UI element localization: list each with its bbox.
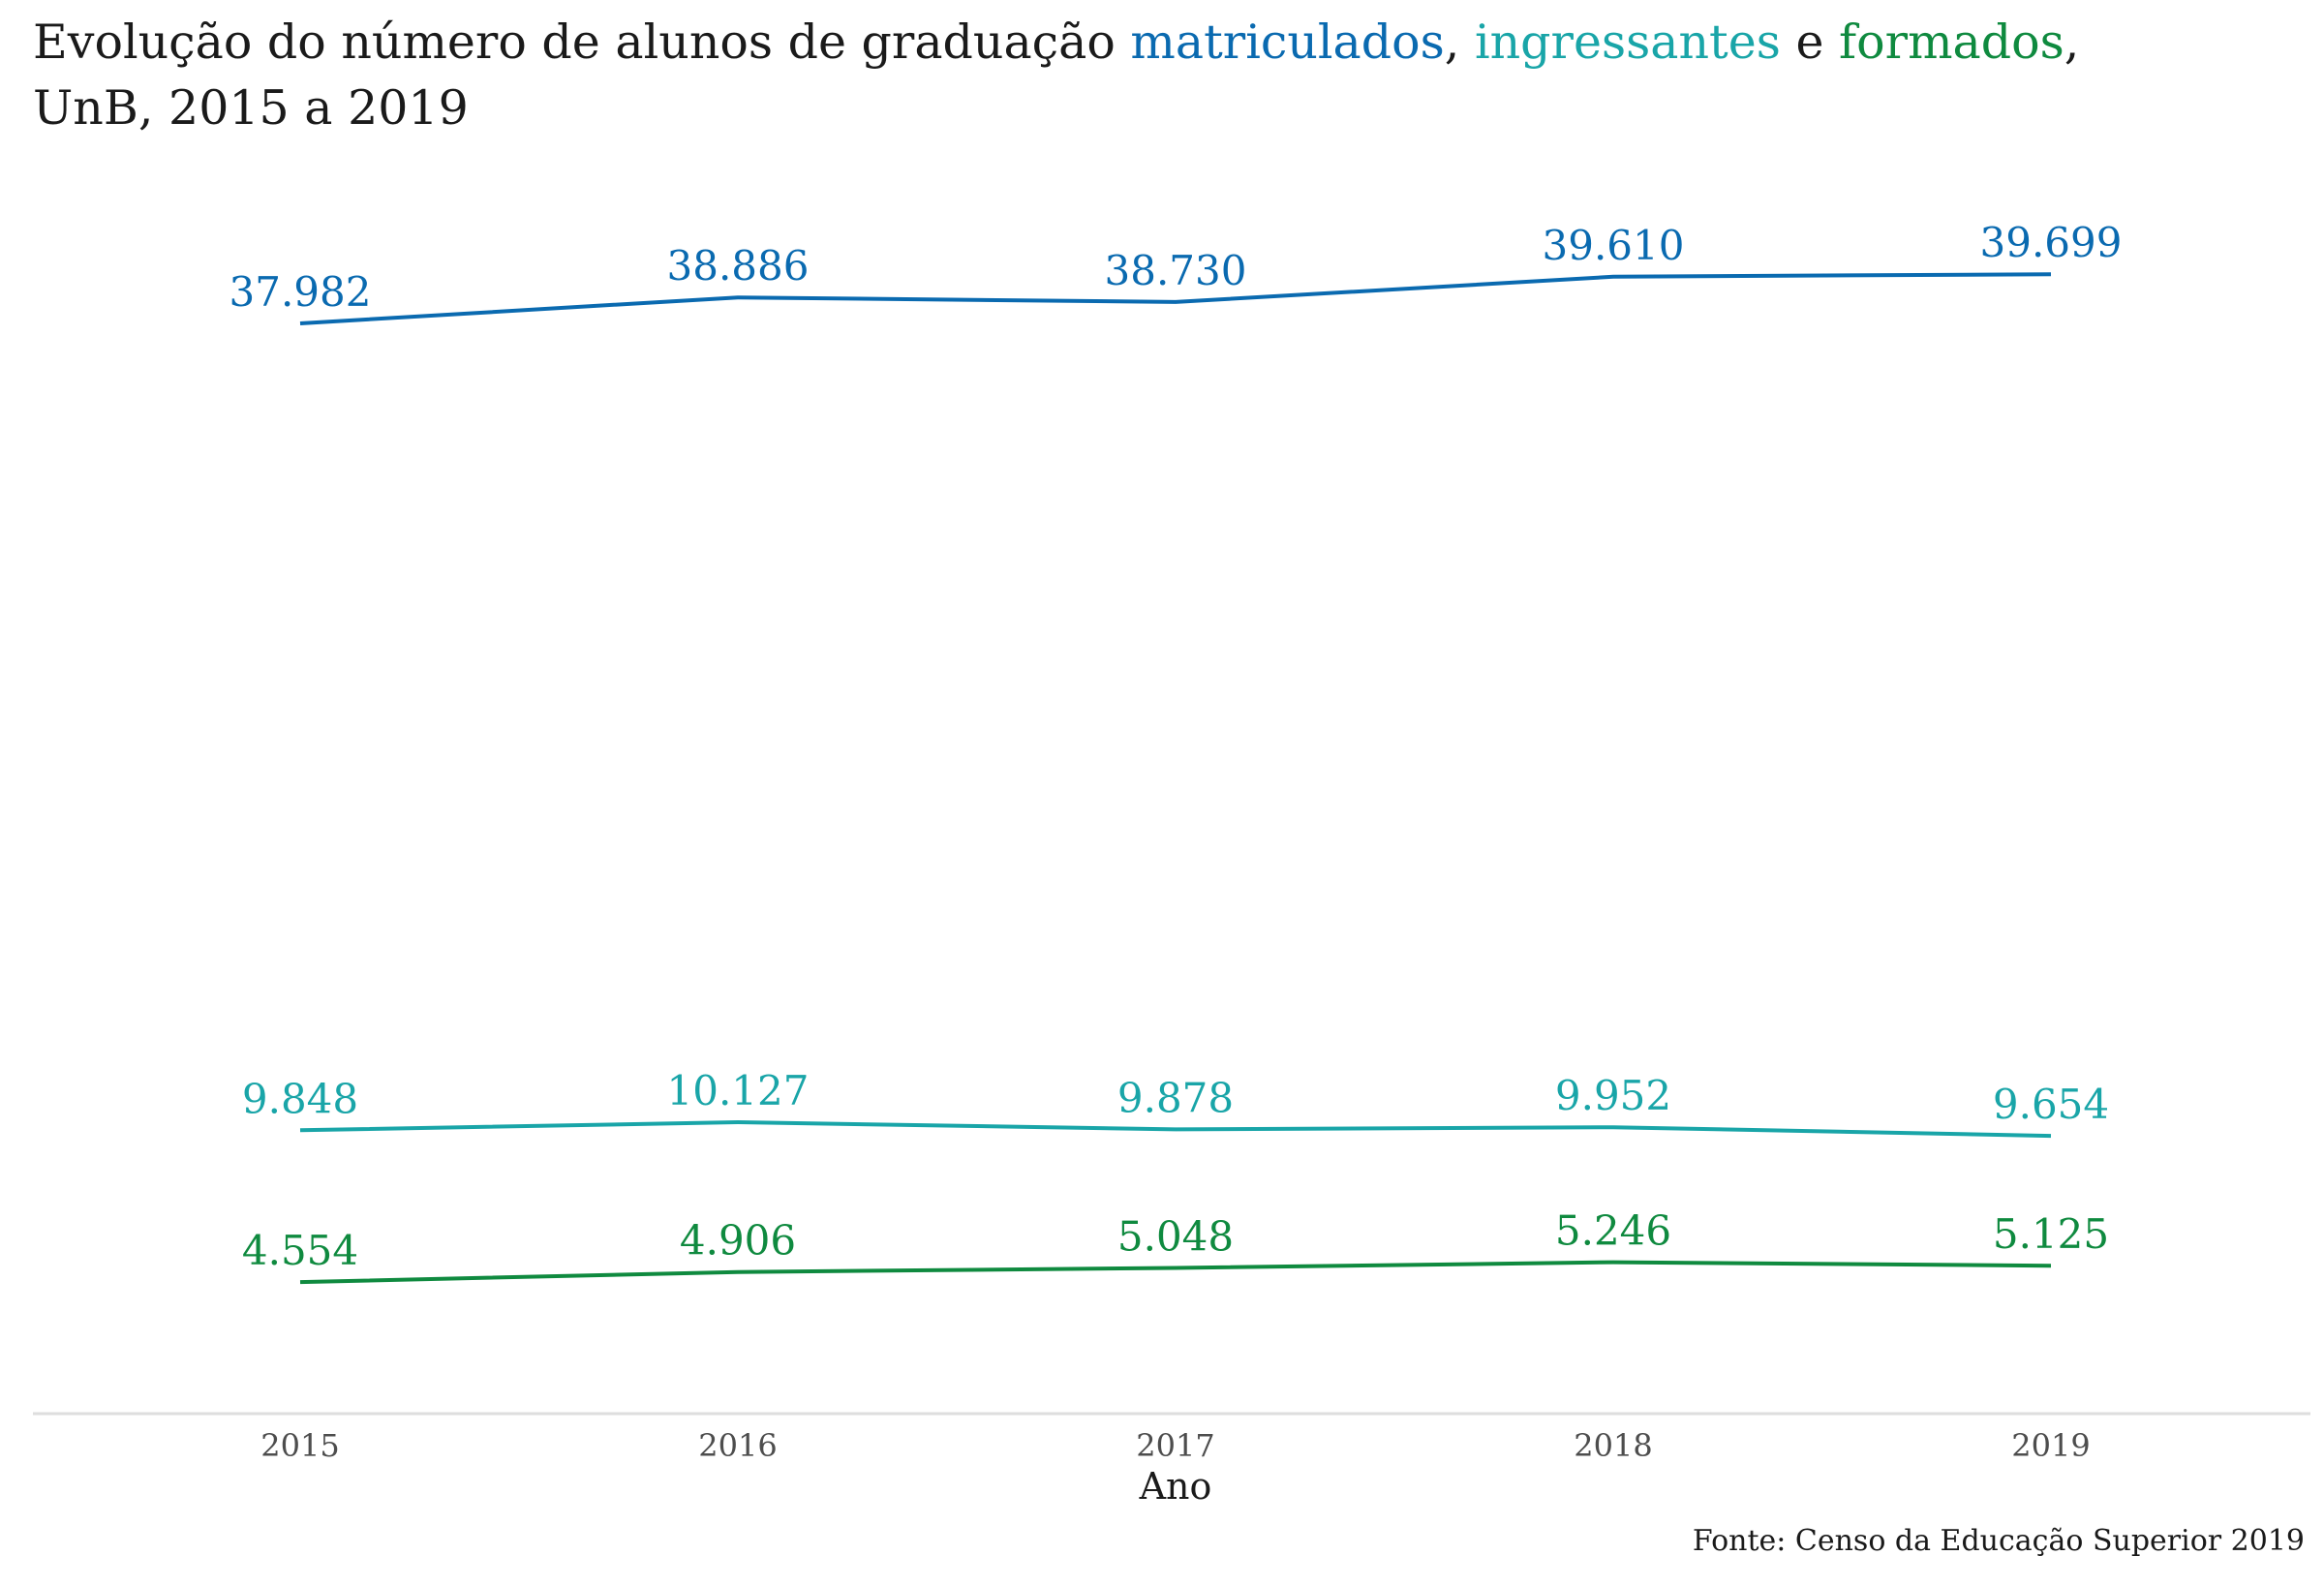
title-series-ingressantes: ingressantes <box>1474 15 1781 70</box>
title-part: , <box>2064 15 2080 70</box>
x-tick-label-2016: 2016 <box>698 1427 777 1464</box>
data-label-formados-2015: 4.554 <box>242 1227 358 1274</box>
data-label-formados-2018: 5.246 <box>1555 1207 1671 1255</box>
series-line-ingressantes <box>299 1120 2052 1139</box>
data-label-formados-2017: 5.048 <box>1117 1213 1234 1261</box>
x-tick-label-2019: 2019 <box>2011 1427 2090 1464</box>
series-line-matriculados <box>299 272 2052 325</box>
title-series-formados: formados <box>1839 15 2064 70</box>
data-label-matriculados-2018: 39.610 <box>1543 222 1685 269</box>
x-tick-labels: 2015 2016 2017 2018 2019 <box>260 1427 2090 1464</box>
title-series-matriculados: matriculados <box>1130 15 1445 70</box>
series-line-formados <box>299 1260 2052 1285</box>
x-axis-label: Ano <box>1139 1465 1212 1508</box>
series-ingressantes: 9.848 10.127 9.878 9.952 9.654 <box>242 1067 2109 1139</box>
x-tick-label-2015: 2015 <box>260 1427 339 1464</box>
series-layer: 37.982 38.886 38.730 39.610 39.699 9.848 10.12… <box>229 219 2123 1285</box>
data-label-ingressantes-2019: 9.654 <box>1993 1081 2109 1128</box>
title-part: Evolução do número de alunos de graduaçã… <box>33 15 1131 70</box>
series-matriculados: 37.982 38.886 38.730 39.610 39.699 <box>229 219 2123 325</box>
series-formados: 4.554 4.906 5.048 5.246 5.125 <box>242 1207 2109 1285</box>
data-label-matriculados-2015: 37.982 <box>229 268 372 316</box>
chart-title: Evolução do número de alunos de graduaçã… <box>33 10 2079 141</box>
data-label-ingressantes-2017: 9.878 <box>1117 1074 1234 1121</box>
title-line-1: Evolução do número de alunos de graduaçã… <box>33 10 2079 76</box>
data-label-matriculados-2016: 38.886 <box>667 242 810 290</box>
data-label-matriculados-2019: 39.699 <box>1980 219 2123 266</box>
title-part: , <box>1444 15 1475 70</box>
data-label-matriculados-2017: 38.730 <box>1105 247 1247 294</box>
x-tick-label-2017: 2017 <box>1136 1427 1214 1464</box>
data-label-formados-2016: 4.906 <box>680 1217 796 1265</box>
data-label-formados-2019: 5.125 <box>1993 1210 2109 1258</box>
data-label-ingressantes-2015: 9.848 <box>242 1075 358 1122</box>
x-tick-label-2018: 2018 <box>1574 1427 1652 1464</box>
source-note: Fonte: Censo da Educação Superior 2019 <box>1692 1524 2305 1558</box>
data-label-ingressantes-2018: 9.952 <box>1555 1072 1671 1119</box>
chart-subtitle: UnB, 2015 a 2019 <box>33 80 469 136</box>
title-part: e <box>1780 15 1840 70</box>
data-label-ingressantes-2016: 10.127 <box>667 1067 810 1114</box>
